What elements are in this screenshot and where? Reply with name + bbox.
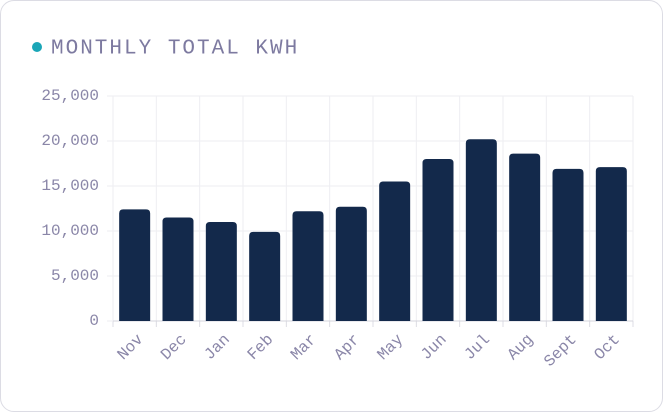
x-tick-label: Sept — [541, 331, 581, 371]
y-tick-label: 20,000 — [41, 132, 99, 150]
bar — [509, 153, 541, 321]
x-tick-label: Jun — [417, 331, 450, 364]
title-dot — [32, 42, 42, 52]
x-tick-label: Nov — [114, 331, 147, 364]
y-tick-label: 10,000 — [41, 222, 99, 240]
bar — [422, 159, 454, 321]
y-tick-label: 25,000 — [41, 87, 99, 105]
bar — [335, 206, 367, 321]
bar — [249, 231, 281, 321]
bar — [292, 211, 324, 321]
bar — [379, 181, 411, 321]
x-tick-label: Mar — [287, 331, 320, 364]
bar — [119, 209, 151, 321]
x-tick-label: Feb — [244, 331, 277, 364]
bar — [205, 222, 237, 321]
x-tick-label: Jan — [201, 331, 234, 364]
y-tick-label: 15,000 — [41, 177, 99, 195]
bar — [595, 167, 627, 321]
x-tick-label: Oct — [591, 331, 624, 364]
y-tick-label: 0 — [89, 312, 99, 330]
bar — [552, 168, 584, 321]
x-tick-label: Apr — [331, 331, 364, 364]
x-tick-label: Dec — [157, 331, 190, 364]
chart-title: MONTHLY TOTAL KWH — [51, 38, 299, 61]
y-tick-label: 5,000 — [51, 267, 99, 285]
x-tick-label: Aug — [504, 331, 537, 364]
x-tick-label: Jul — [461, 331, 494, 364]
bar — [162, 217, 194, 321]
bar — [465, 139, 497, 321]
x-tick-label: May — [374, 331, 407, 364]
